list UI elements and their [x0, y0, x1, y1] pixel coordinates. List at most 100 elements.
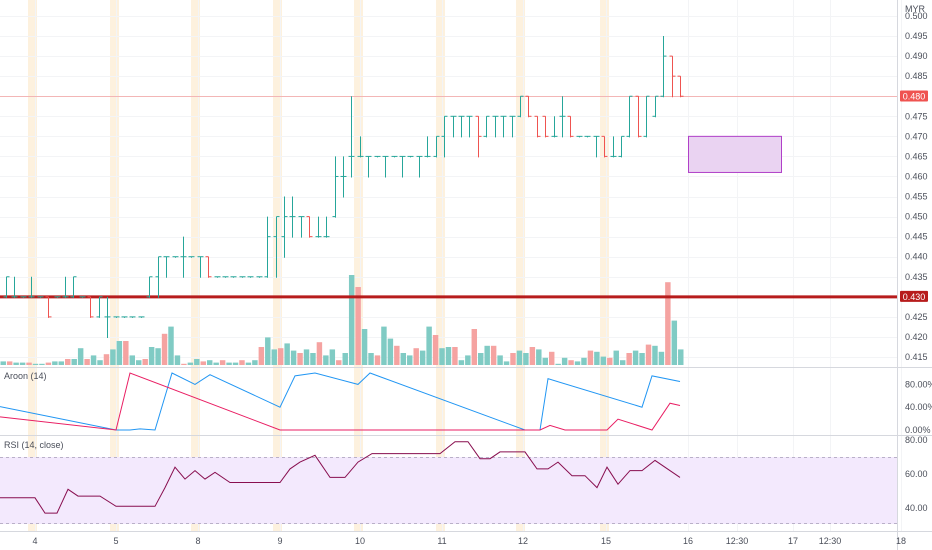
ohlc-bar [643, 95, 650, 138]
ohlc-bar [593, 135, 600, 158]
ohlc-bar [54, 296, 61, 298]
ohlc-bar [382, 155, 389, 178]
volume-bar [58, 361, 65, 365]
ohlc-bar [652, 95, 659, 118]
rsi-line [0, 441, 681, 514]
price-tick: 0.455 [905, 192, 928, 202]
ohlc-bar [416, 155, 423, 178]
volume-bar [594, 351, 600, 365]
volume-bar [265, 337, 271, 365]
volume-bar [19, 362, 26, 365]
ohlc-bar [96, 296, 103, 318]
volume-bar [316, 342, 323, 365]
ohlc-bar [466, 115, 473, 138]
ohlc-bar [11, 276, 18, 298]
ohlc-bar [492, 115, 499, 138]
time-axis[interactable]: 4 5 8 9 10 11 12 15 16 12:30 17 12:30 18 [32, 536, 906, 546]
ohlc-bar [214, 276, 221, 278]
volume-bar [503, 361, 510, 365]
ohlc-bar [500, 115, 507, 138]
volume-bar [323, 355, 329, 365]
time-tick: 5 [113, 536, 118, 546]
volume-bar [523, 353, 529, 365]
rsi-label[interactable]: RSI (14, close) [4, 440, 64, 450]
volume-bar [71, 359, 77, 365]
volume-bar [407, 355, 413, 365]
price-tick: 0.420 [905, 332, 928, 342]
ohlc-bar [163, 256, 170, 278]
ohlc-bar [180, 236, 187, 278]
volume-bar [426, 326, 432, 365]
ohlc-bar [273, 216, 280, 278]
ohlc-bar [188, 256, 195, 258]
ohlc-bar [618, 135, 625, 158]
ohlc-bar [660, 36, 667, 98]
volume-bar [13, 362, 19, 365]
volume-bar [32, 363, 39, 365]
ohlc-bar [483, 115, 490, 138]
volume-bar [219, 360, 226, 365]
ohlc-bar [407, 155, 414, 158]
volume-bar [452, 347, 458, 365]
volume-bar [213, 362, 219, 365]
ohlc-bar [669, 55, 676, 98]
volume-bar [181, 363, 187, 365]
last-price-tag: 0.480 [900, 90, 928, 102]
price-tick: 0.440 [905, 252, 928, 262]
volume-bar [542, 357, 548, 365]
aroon-label[interactable]: Aroon (14) [4, 371, 47, 381]
volume-bar [478, 353, 484, 365]
volume-bar [348, 275, 355, 365]
volume-bar [103, 354, 110, 365]
ohlc-bar [348, 96, 355, 178]
price-tick: 0.495 [905, 31, 928, 41]
price-tick: 0.470 [905, 131, 928, 141]
ohlc-bar [374, 155, 381, 158]
ohlc-bar [129, 316, 136, 318]
volume-bar [600, 356, 607, 365]
volume-bar [439, 348, 445, 365]
ohlc-bar [584, 135, 591, 138]
ohlc-bar [264, 216, 271, 278]
volume-bar [6, 361, 13, 365]
volume-bar [123, 341, 129, 365]
ohlc-bar [289, 196, 296, 238]
time-tick: 9 [277, 536, 282, 546]
volume-bar [413, 348, 419, 365]
volume-bar [277, 348, 284, 365]
ohlc-bar [525, 95, 532, 118]
price-tick: 0.450 [905, 212, 928, 222]
session-band [191, 0, 200, 531]
volume-bar [626, 353, 632, 365]
volume-bar [187, 362, 194, 365]
time-tick: 15 [601, 536, 611, 546]
volume-bar [574, 361, 581, 365]
volume-bar [665, 282, 671, 365]
volume-bar [516, 350, 523, 365]
price-tick: 0.485 [905, 71, 928, 81]
price-tick: 0.425 [905, 312, 928, 322]
ohlc-bar [365, 155, 372, 178]
volume-bar [271, 349, 277, 365]
ohlc-bar [62, 276, 69, 298]
time-tick: 17 [788, 536, 798, 546]
volume-bar [168, 326, 174, 365]
volume-bar [529, 347, 536, 365]
volume-bar [471, 329, 478, 365]
volume-bar [45, 362, 52, 365]
volume-bar [297, 353, 303, 365]
volume-bars [0, 275, 684, 365]
volume-bar [678, 349, 684, 365]
price-axis[interactable]: 0.500 0.495 0.490 0.485 0.480 0.475 0.470 0.465… [905, 11, 928, 362]
ohlc-bar [37, 296, 44, 298]
volume-bar [355, 287, 361, 365]
support-price-label: 0.430 [903, 292, 926, 302]
volume-bar [342, 353, 348, 365]
volume-bar [652, 345, 658, 365]
volume-bar [239, 360, 245, 365]
volume-bar [161, 333, 168, 365]
aroon-tick: 0.00% [905, 425, 931, 435]
ohlc-bar [441, 115, 448, 158]
ohlc-bar [635, 95, 642, 138]
target-zone-box[interactable] [688, 135, 782, 173]
